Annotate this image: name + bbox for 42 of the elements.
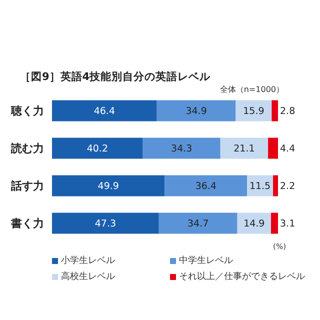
legend-label: 高校生レベル xyxy=(61,270,115,283)
legend-label: それ以上／仕事ができるレベル xyxy=(179,270,306,283)
annotation: 全体（n=1000） xyxy=(220,84,284,95)
bar xyxy=(272,100,278,122)
bar xyxy=(247,175,274,196)
bar xyxy=(237,212,271,234)
bar xyxy=(268,138,278,159)
data-label: 14.9 xyxy=(244,218,265,230)
data-label: 36.4 xyxy=(195,181,216,192)
data-label: 34.7 xyxy=(188,218,209,230)
y-tick-label: 聴く力 xyxy=(10,104,44,118)
data-label: 34.3 xyxy=(171,144,192,155)
data-label: 3.1 xyxy=(280,218,296,230)
legend-label: 中学生レベル xyxy=(179,254,234,267)
bar xyxy=(220,138,268,159)
y-tick-label: 読む力 xyxy=(10,142,44,156)
legend-label: 小学生レベル xyxy=(61,254,115,267)
bar xyxy=(156,100,236,122)
data-label: 2.2 xyxy=(280,181,296,192)
data-label: 47.3 xyxy=(94,218,116,230)
data-label: 46.4 xyxy=(94,106,116,118)
data-label: 34.9 xyxy=(186,106,207,118)
data-label: 49.9 xyxy=(98,181,119,192)
data-label: 11.5 xyxy=(249,181,271,192)
bar xyxy=(142,138,220,159)
bar xyxy=(52,138,143,159)
bar xyxy=(164,175,248,196)
y-tick-label: 話す力 xyxy=(10,180,44,193)
bar xyxy=(52,212,159,234)
data-label: 2.8 xyxy=(280,106,296,118)
chart-title: ［図9］英語4技能別自分の英語レベル xyxy=(20,70,211,84)
y-tick-label: 書く力 xyxy=(10,217,44,230)
data-label: 15.9 xyxy=(243,106,264,118)
bar xyxy=(273,175,278,196)
data-label: 21.1 xyxy=(234,144,255,155)
bar xyxy=(158,212,238,234)
data-label: 40.2 xyxy=(86,144,108,155)
bar xyxy=(270,212,278,234)
bar xyxy=(52,100,157,122)
data-label: 4.4 xyxy=(280,144,296,155)
bar xyxy=(52,175,165,196)
bar xyxy=(236,100,272,122)
